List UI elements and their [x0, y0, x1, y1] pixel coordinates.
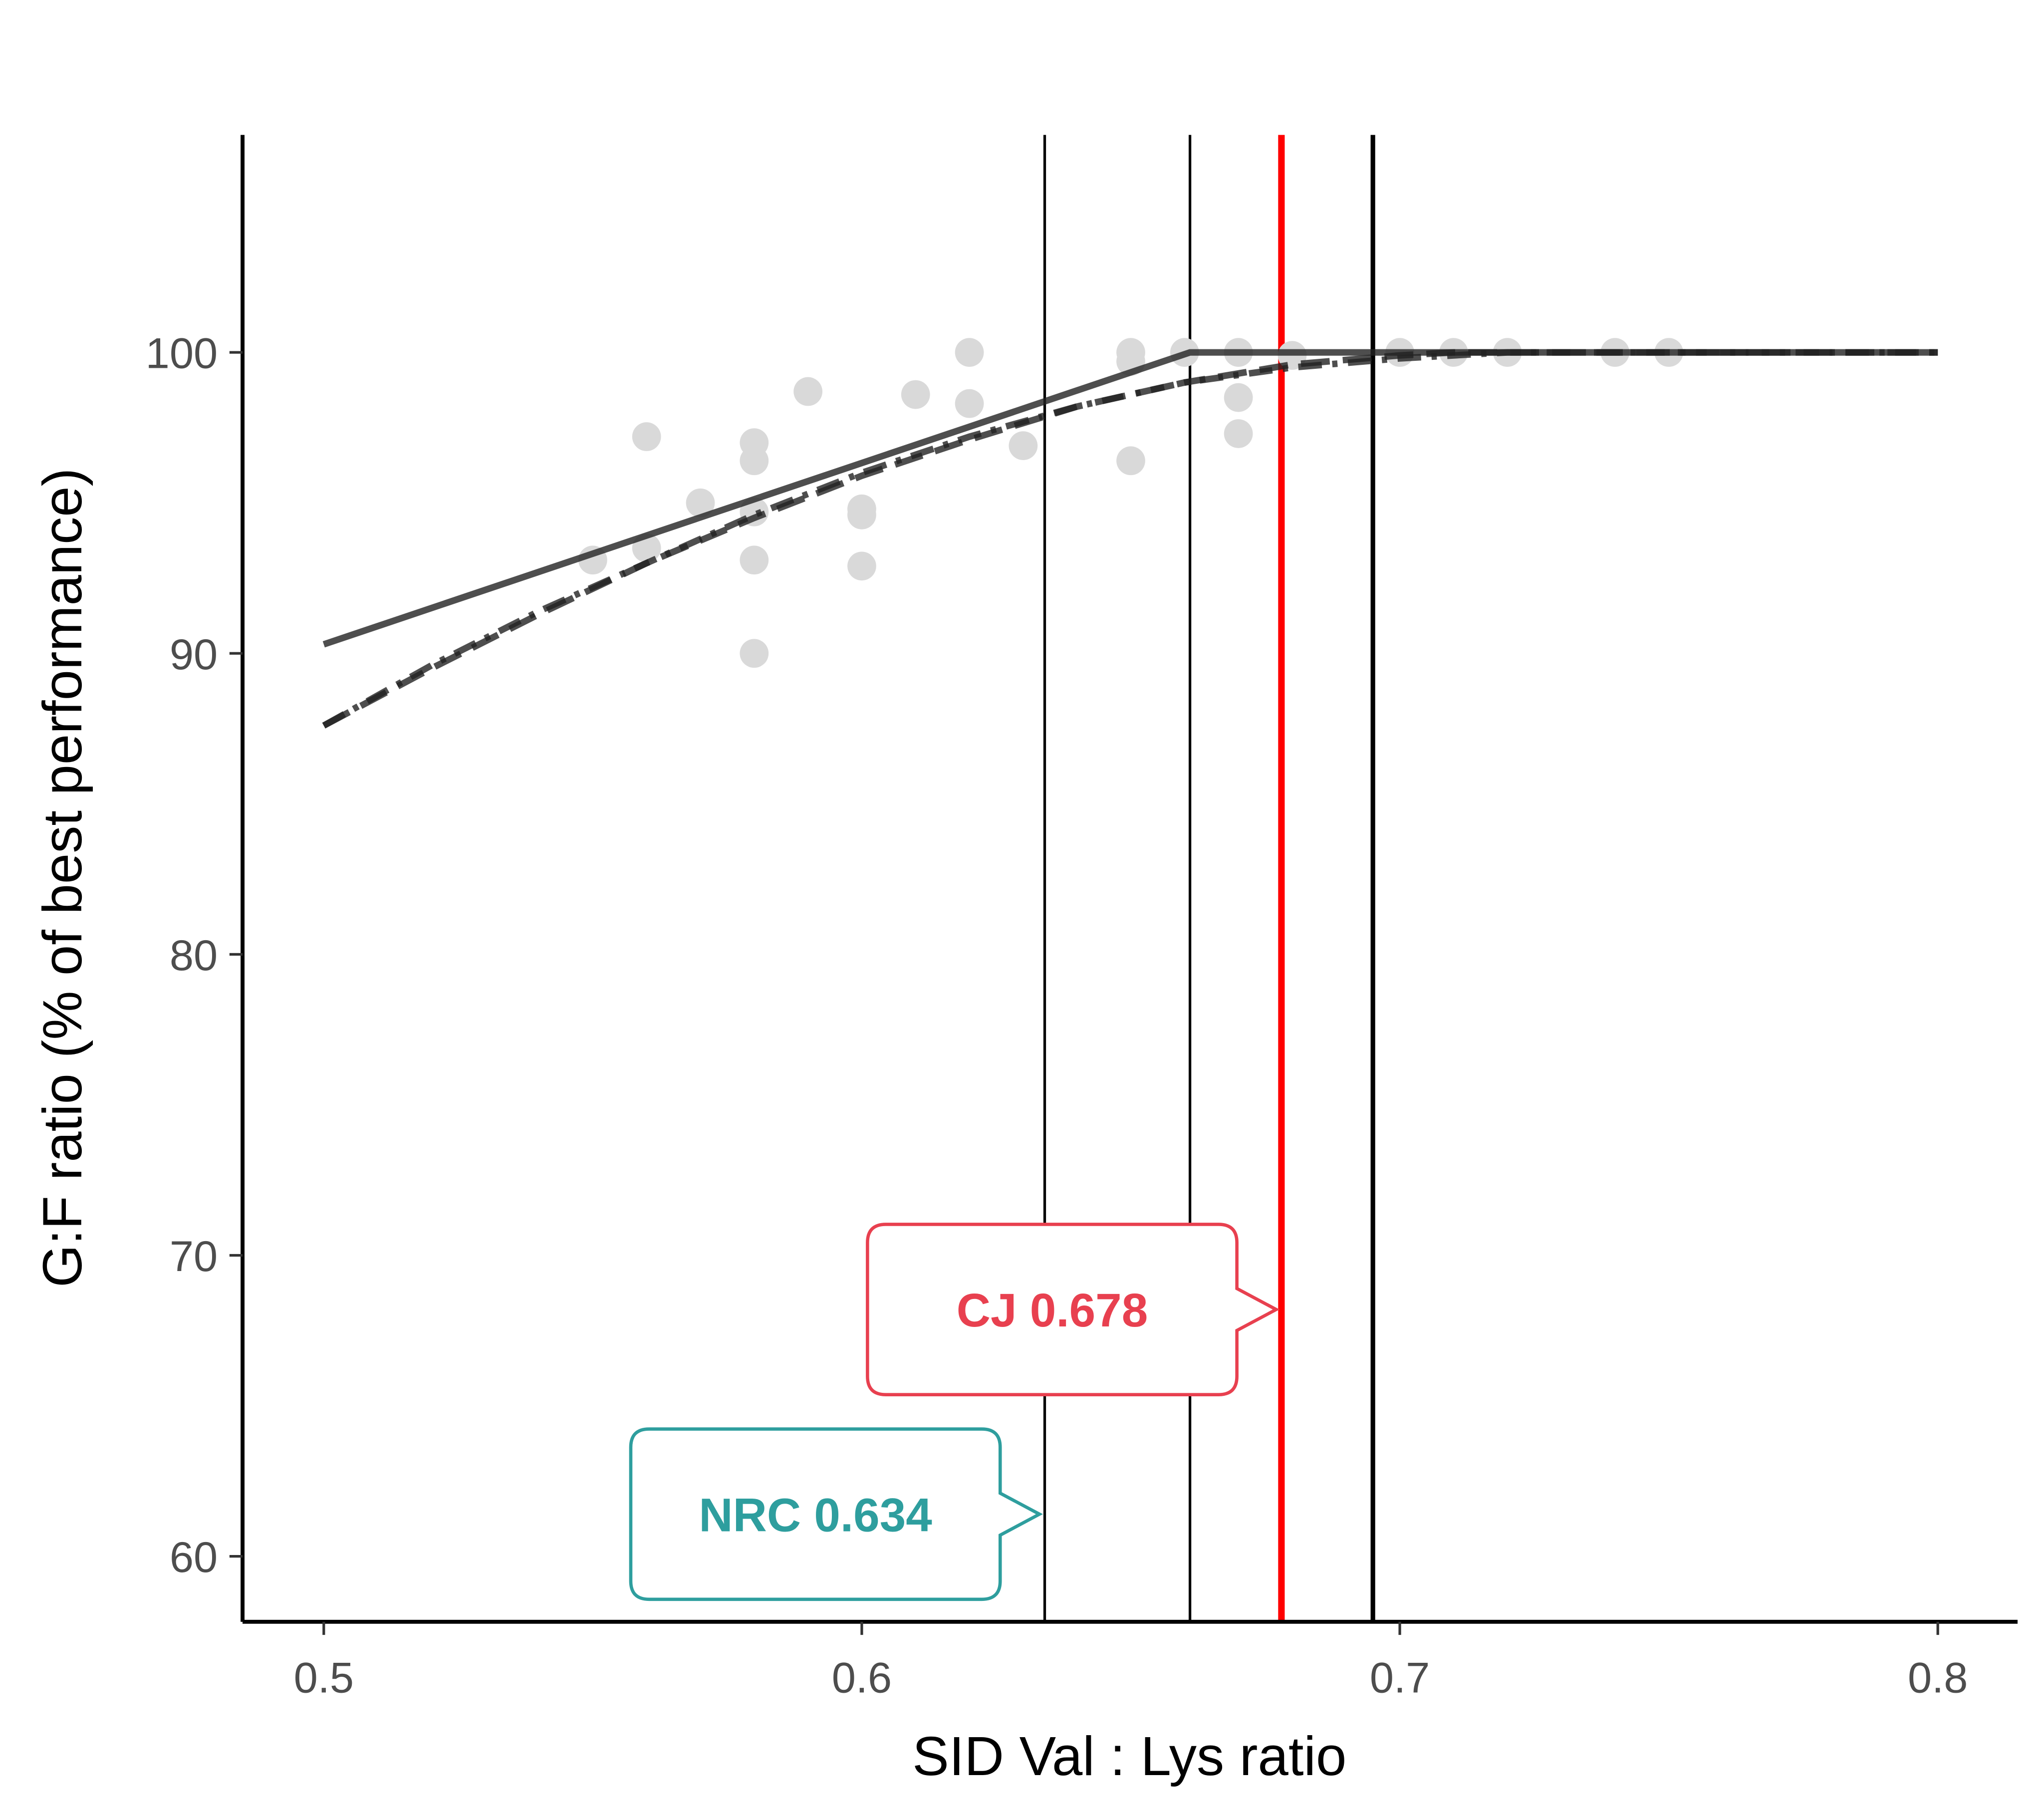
x-tick-label: 0.8	[1908, 1654, 1968, 1702]
reference-lines	[1043, 135, 1375, 1622]
data-point	[955, 389, 984, 418]
y-tick-label: 80	[170, 932, 218, 980]
fit-line-curvilinear	[322, 349, 1938, 729]
data-point	[686, 488, 715, 518]
data-point	[1224, 383, 1253, 412]
callout-label: NRC 0.634	[699, 1489, 932, 1542]
data-point	[1116, 446, 1145, 476]
x-tick-label: 0.6	[832, 1654, 892, 1702]
axes	[241, 135, 2018, 1624]
data-point	[793, 377, 823, 406]
y-tick-label: 90	[170, 631, 218, 679]
x-tick-label: 0.5	[294, 1654, 354, 1702]
annotations: CJ 0.678 NRC 0.634	[629, 1223, 1280, 1601]
callout-label: CJ 0.678	[957, 1284, 1148, 1337]
callout-box	[629, 1427, 1043, 1601]
fit-lines	[322, 349, 1938, 729]
x-tick-label: 0.7	[1370, 1654, 1430, 1702]
data-point	[740, 639, 769, 668]
data-point	[740, 545, 769, 575]
data-point	[740, 446, 769, 476]
y-tick-label: 100	[146, 330, 218, 378]
data-point	[847, 500, 876, 529]
data-point	[632, 422, 661, 451]
x-axis-label: SID Val : Lys ratio	[912, 1726, 1346, 1787]
y-axis-label: G:F ratio (% of best performance)	[32, 468, 93, 1288]
data-point	[1224, 419, 1253, 448]
ticks: 0.5 0.6 0.7 0.8 60 70 80 90 100	[146, 330, 1968, 1702]
data-point	[955, 338, 984, 367]
scatter-points	[578, 338, 1684, 668]
data-point	[1009, 431, 1038, 460]
fit-line-quadratic-plateau	[322, 349, 1938, 729]
data-point	[847, 551, 876, 581]
y-tick-label: 60	[170, 1534, 218, 1581]
y-tick-label: 70	[170, 1233, 218, 1281]
data-point	[901, 380, 930, 409]
callout-box	[866, 1223, 1280, 1396]
